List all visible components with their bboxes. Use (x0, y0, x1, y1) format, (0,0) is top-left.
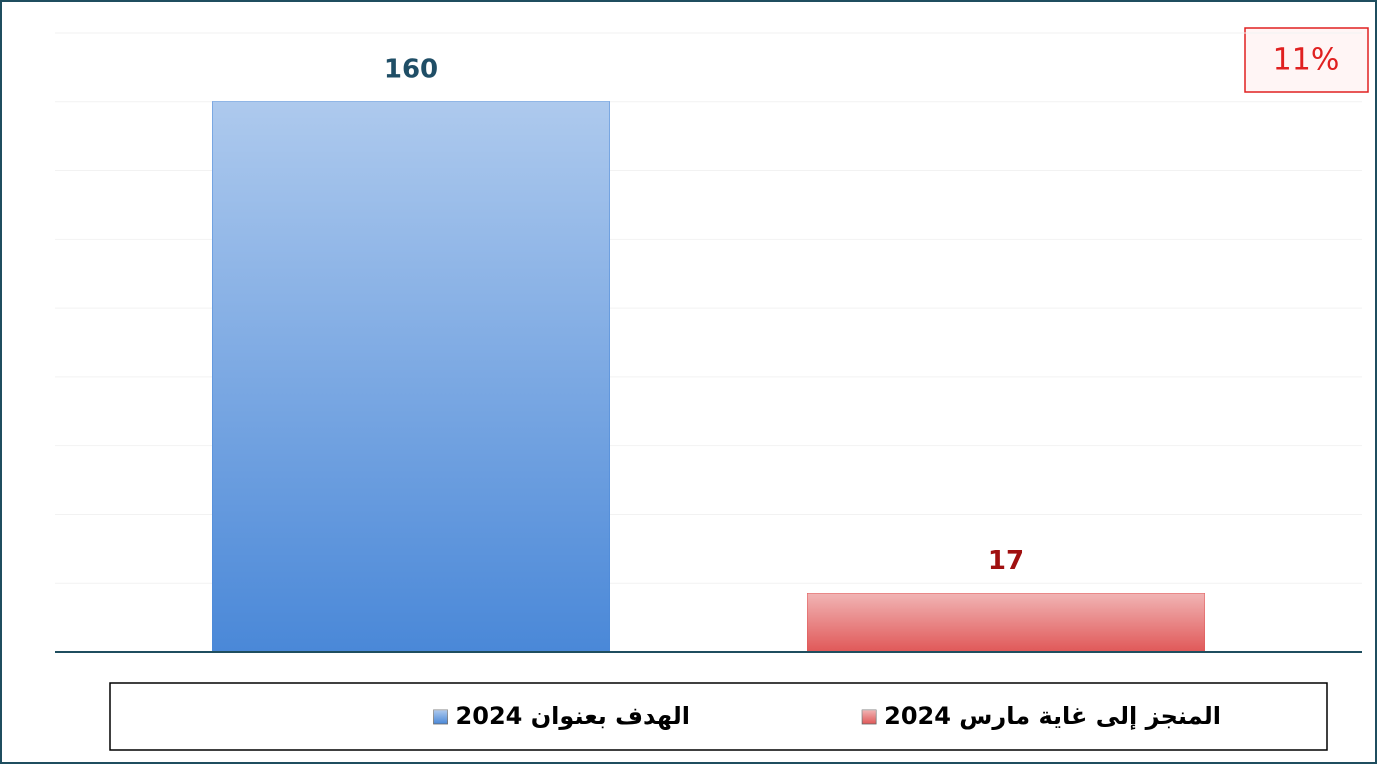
value-label: 17 (988, 546, 1024, 576)
legend-swatch-sheen (433, 710, 448, 724)
legend-text: المنجز إلى غاية مارس 2024 (884, 702, 1221, 730)
legend-box (109, 682, 1328, 751)
legend-text: الهدف بعنوان 2024 (456, 702, 690, 730)
annotation-box (1244, 27, 1369, 93)
legend-swatch-sheen (862, 710, 877, 724)
bar-sheen (807, 593, 1205, 652)
annotation: 11% (1273, 43, 1340, 78)
bar-sheen (212, 101, 610, 653)
value-label: 160 (384, 54, 438, 84)
